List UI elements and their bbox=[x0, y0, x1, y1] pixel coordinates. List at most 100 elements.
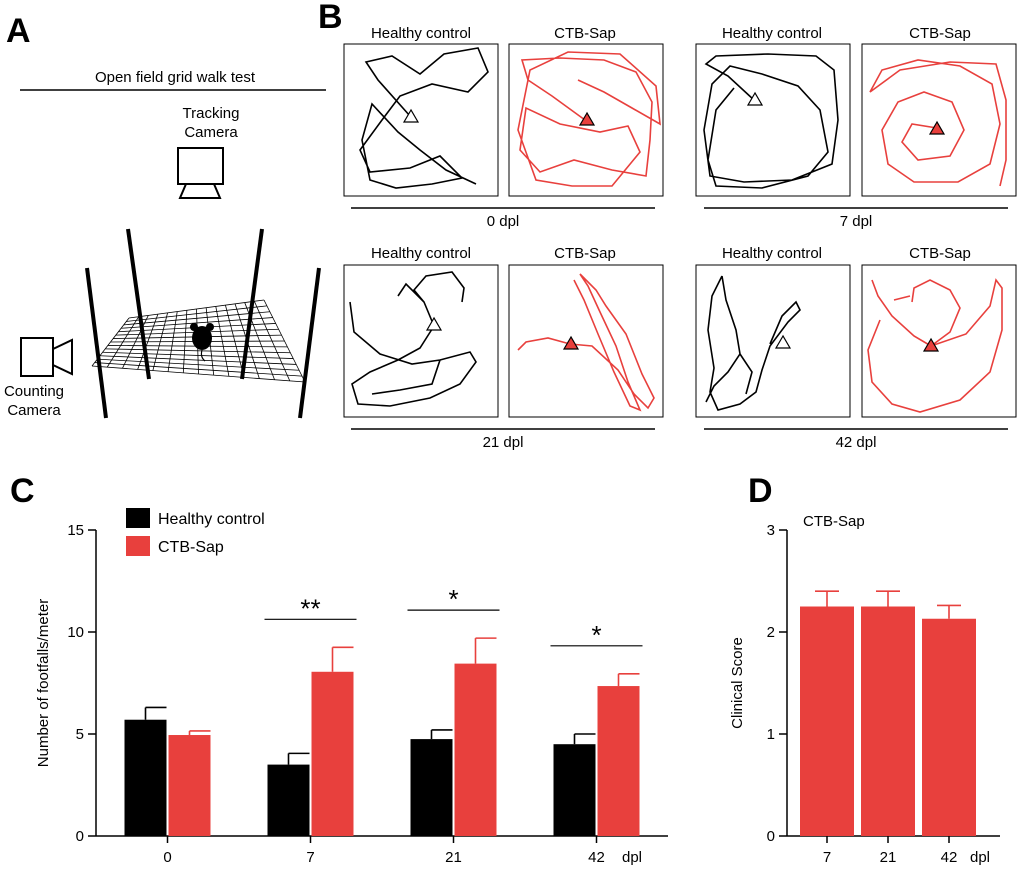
bar-ctb-sap bbox=[800, 606, 854, 836]
grid-line bbox=[102, 351, 294, 359]
track-path-sap bbox=[867, 278, 1003, 413]
grid-line bbox=[97, 358, 300, 371]
start-marker-sap bbox=[562, 335, 580, 350]
x-axis-unit: dpl bbox=[622, 849, 642, 866]
track-label-sap: CTB-Sap bbox=[554, 25, 616, 42]
grid-line bbox=[105, 348, 291, 354]
bar-ctb-sap bbox=[597, 686, 640, 836]
arena-box-control bbox=[695, 43, 851, 197]
start-marker-control bbox=[402, 108, 420, 123]
legend-swatch-healthy-control bbox=[126, 508, 150, 528]
tracking-camera-label-line2: Camera bbox=[184, 124, 238, 141]
grid-line bbox=[253, 301, 291, 382]
group-time-label: 42 dpl bbox=[836, 434, 877, 451]
x-tick-label: 42 bbox=[588, 849, 605, 866]
grid-line bbox=[225, 305, 245, 378]
start-marker-sap bbox=[922, 337, 940, 352]
track-label-sap: CTB-Sap bbox=[554, 245, 616, 262]
start-marker-sap bbox=[928, 120, 946, 135]
grid-line bbox=[215, 306, 230, 377]
y-tick-label: 15 bbox=[67, 522, 84, 539]
start-marker-control bbox=[746, 91, 764, 106]
y-tick-label: 3 bbox=[767, 522, 775, 539]
grid-line bbox=[234, 303, 260, 379]
counting-camera-label-line1: Counting bbox=[4, 383, 64, 400]
track-label-control: Healthy control bbox=[371, 25, 471, 42]
grid-line bbox=[94, 362, 303, 377]
grid-line bbox=[99, 355, 297, 365]
bar-ctb-sap bbox=[861, 606, 915, 836]
panel-label-d: D bbox=[748, 472, 773, 510]
y-axis-label: Number of footfalls/meter bbox=[35, 599, 52, 767]
chart-footfalls: 0 5 10 15 Number of footfalls/meter 0 7 ** 21 * 42… bbox=[35, 508, 668, 866]
y-tick-label: 5 bbox=[76, 726, 84, 743]
group-time-label: 0 dpl bbox=[487, 213, 520, 230]
track-label-sap: CTB-Sap bbox=[909, 245, 971, 262]
track-label-control: Healthy control bbox=[371, 245, 471, 262]
x-tick-label: 0 bbox=[163, 849, 171, 866]
bar-ctb-sap bbox=[168, 735, 211, 836]
chart-clinical-score: 0 1 2 3 Clinical Score CTB-Sap 7 21 42 dpl bbox=[729, 513, 1000, 866]
grid-line bbox=[263, 299, 306, 383]
track-group-7dpl: Healthy control CTB-Sap 7 dpl bbox=[695, 25, 1017, 230]
start-marker-control bbox=[774, 334, 792, 349]
bar-ctb-sap bbox=[454, 663, 497, 836]
grid-line bbox=[244, 302, 275, 380]
bar-healthy-control bbox=[410, 739, 453, 836]
x-axis-unit: dpl bbox=[970, 849, 990, 866]
y-tick-label: 2 bbox=[767, 624, 775, 641]
track-path-sap bbox=[869, 59, 1007, 187]
significance-marker: * bbox=[591, 620, 601, 650]
arena-box-sap bbox=[861, 43, 1017, 197]
grid-line bbox=[91, 365, 306, 383]
y-tick-label: 0 bbox=[76, 828, 84, 845]
y-tick-label: 0 bbox=[767, 828, 775, 845]
significance-marker: ** bbox=[300, 593, 320, 623]
bar-healthy-control bbox=[553, 744, 596, 836]
track-path-control bbox=[705, 275, 801, 411]
bar-ctb-sap bbox=[922, 618, 976, 836]
track-path-control bbox=[703, 53, 839, 189]
legend-label: CTB-Sap bbox=[158, 539, 224, 556]
track-label-control: Healthy control bbox=[722, 25, 822, 42]
track-group-21dpl: Healthy control CTB-Sap 21 dpl bbox=[343, 245, 664, 451]
bar-healthy-control bbox=[124, 719, 167, 836]
group-time-label: 21 dpl bbox=[483, 434, 524, 451]
significance-marker: * bbox=[448, 584, 458, 614]
y-axis-label: Clinical Score bbox=[729, 637, 746, 729]
x-tick-label: 7 bbox=[306, 849, 314, 866]
x-tick-label: 21 bbox=[445, 849, 462, 866]
x-tick-label: 42 bbox=[941, 849, 958, 866]
bar-healthy-control bbox=[267, 764, 310, 836]
track-path-sap bbox=[517, 51, 661, 187]
x-tick-label: 7 bbox=[823, 849, 831, 866]
track-group-42dpl: Healthy control CTB-Sap 42 dpl bbox=[695, 245, 1017, 451]
track-path-sap bbox=[517, 273, 655, 412]
tracking-camera-icon bbox=[177, 147, 224, 199]
start-marker-control bbox=[425, 316, 443, 331]
panel-a-title: Open field grid walk test bbox=[95, 69, 256, 86]
y-tick-label: 1 bbox=[767, 726, 775, 743]
counting-camera-icon bbox=[20, 337, 73, 377]
counting-camera-label-line2: Camera bbox=[7, 402, 61, 419]
tracking-camera-label-line1: Tracking bbox=[183, 105, 240, 122]
y-tick-label: 10 bbox=[67, 624, 84, 641]
track-group-0dpl: Healthy control CTB-Sap 0 dpl bbox=[343, 25, 664, 230]
track-label-sap: CTB-Sap bbox=[909, 25, 971, 42]
track-path-control bbox=[359, 47, 489, 189]
bar-ctb-sap bbox=[311, 671, 354, 836]
x-tick-label: 21 bbox=[880, 849, 897, 866]
legend-label: Healthy control bbox=[158, 511, 265, 528]
group-time-label: 7 dpl bbox=[840, 213, 873, 230]
arena-box-control bbox=[343, 264, 499, 418]
panel-label-a: A bbox=[6, 12, 31, 50]
track-label-control: Healthy control bbox=[722, 245, 822, 262]
arena-poles bbox=[85, 228, 321, 419]
track-path-control bbox=[349, 271, 477, 407]
start-marker-sap bbox=[578, 111, 596, 126]
chart-title: CTB-Sap bbox=[803, 513, 865, 530]
panel-label-c: C bbox=[10, 472, 35, 510]
legend-swatch-ctb-sap bbox=[126, 536, 150, 556]
panel-label-b: B bbox=[318, 0, 343, 36]
